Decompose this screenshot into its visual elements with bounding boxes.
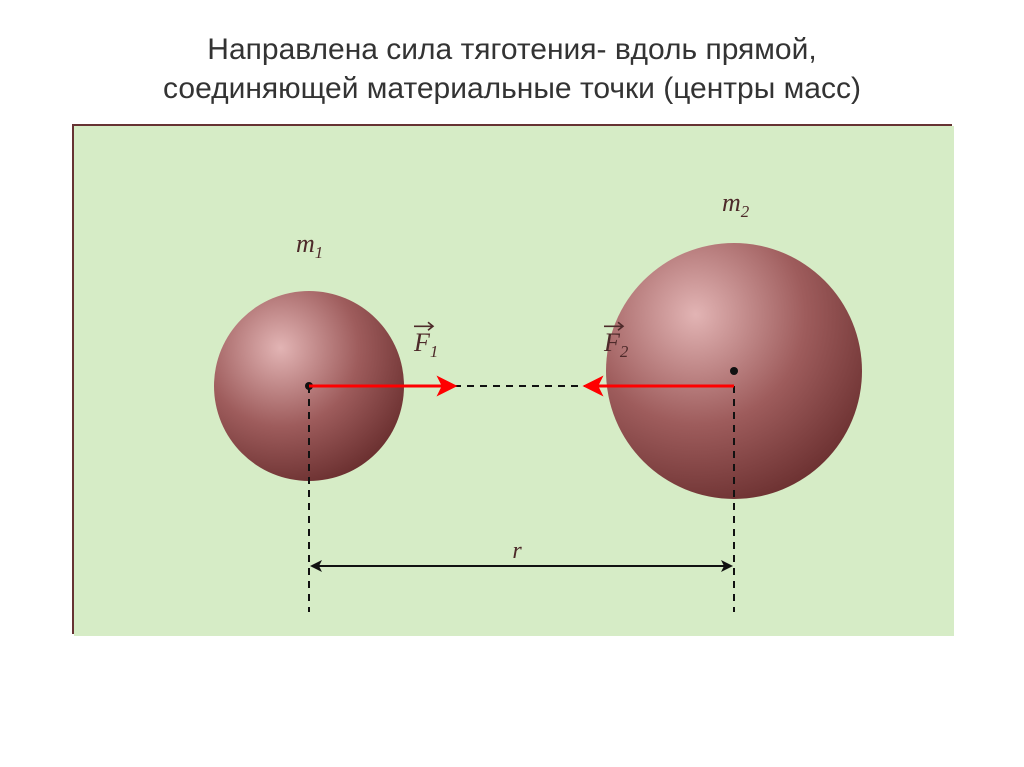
title-line-2: соединяющей материальные точки (центры м…: [163, 69, 861, 108]
center-dot-2: [730, 367, 738, 375]
diagram-svg: m1 m2 F1 F2 r: [74, 126, 954, 636]
diagram-container: m1 m2 F1 F2 r: [72, 124, 952, 634]
title-line-1: Направлена сила тяготения- вдоль прямой,: [163, 30, 861, 69]
page-title: Направлена сила тяготения- вдоль прямой,…: [103, 0, 921, 124]
label-r: r: [512, 538, 522, 564]
